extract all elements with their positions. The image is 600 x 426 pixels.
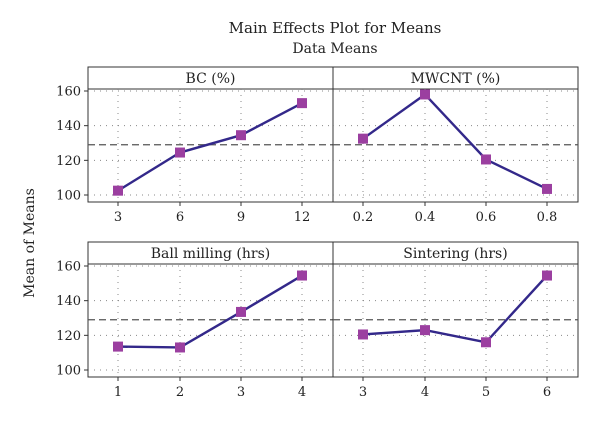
data-point bbox=[420, 325, 430, 336]
x-tick-label: 6 bbox=[543, 385, 551, 400]
data-point bbox=[481, 337, 491, 348]
chart-title: Main Effects Plot for Means bbox=[229, 19, 442, 37]
data-point bbox=[358, 329, 368, 340]
data-point bbox=[542, 270, 552, 281]
panel-frame bbox=[87, 263, 334, 378]
x-tick-label: 0.4 bbox=[415, 210, 436, 225]
x-tick-label: 1 bbox=[114, 385, 122, 400]
panel-2: MWCNT (%) 0.2 0.4 0.6 0.8 bbox=[332, 66, 579, 225]
y-tick-label: 140 bbox=[56, 294, 81, 309]
panel-1: BC (%) 100 120 140 160 3 6 9 12 bbox=[56, 66, 334, 225]
y-tick-label: 100 bbox=[56, 189, 81, 204]
data-point bbox=[358, 133, 368, 144]
data-point bbox=[236, 306, 246, 317]
data-point bbox=[113, 341, 123, 352]
x-tick-label: 9 bbox=[237, 210, 245, 225]
x-tick-label: 5 bbox=[482, 385, 490, 400]
data-point bbox=[481, 154, 491, 165]
x-tick-label: 2 bbox=[176, 385, 184, 400]
panel-3: Ball milling (hrs) 100 120 140 160 1 2 3 4 bbox=[56, 241, 334, 400]
x-tick-label: 12 bbox=[294, 210, 311, 225]
panel-title: BC (%) bbox=[186, 71, 236, 87]
y-tick-label: 120 bbox=[56, 154, 81, 169]
data-point bbox=[175, 147, 185, 158]
y-tick-label: 100 bbox=[56, 364, 81, 379]
x-tick-label: 3 bbox=[114, 210, 122, 225]
x-tick-label: 0.8 bbox=[537, 210, 558, 225]
x-tick-label: 6 bbox=[176, 210, 184, 225]
data-point bbox=[175, 342, 185, 353]
series-line bbox=[362, 92, 548, 191]
panel-title: MWCNT (%) bbox=[411, 71, 501, 87]
y-tick-label: 160 bbox=[56, 85, 81, 100]
series-line bbox=[362, 274, 548, 344]
y-tick-label: 140 bbox=[56, 119, 81, 134]
chart-subtitle: Data Means bbox=[292, 41, 377, 57]
data-point bbox=[297, 270, 307, 281]
panel-frame bbox=[332, 263, 579, 378]
panel-title: Sintering (hrs) bbox=[403, 246, 507, 262]
data-point bbox=[113, 185, 123, 196]
data-point bbox=[542, 183, 552, 194]
x-tick-label: 4 bbox=[421, 385, 429, 400]
y-axis-label: Mean of Means bbox=[22, 188, 38, 298]
panel-title: Ball milling (hrs) bbox=[151, 246, 270, 262]
y-tick-label: 160 bbox=[56, 260, 81, 275]
data-point bbox=[420, 89, 430, 100]
data-point bbox=[236, 130, 246, 141]
x-tick-label: 4 bbox=[298, 385, 306, 400]
data-point bbox=[297, 98, 307, 109]
panel-4: Sintering (hrs) 3 4 5 6 bbox=[332, 241, 579, 400]
series-line bbox=[117, 274, 303, 349]
x-tick-label: 3 bbox=[359, 385, 367, 400]
x-tick-label: 3 bbox=[237, 385, 245, 400]
series-line bbox=[117, 102, 303, 192]
x-tick-label: 0.2 bbox=[353, 210, 374, 225]
y-tick-label: 120 bbox=[56, 329, 81, 344]
x-tick-label: 0.6 bbox=[476, 210, 497, 225]
